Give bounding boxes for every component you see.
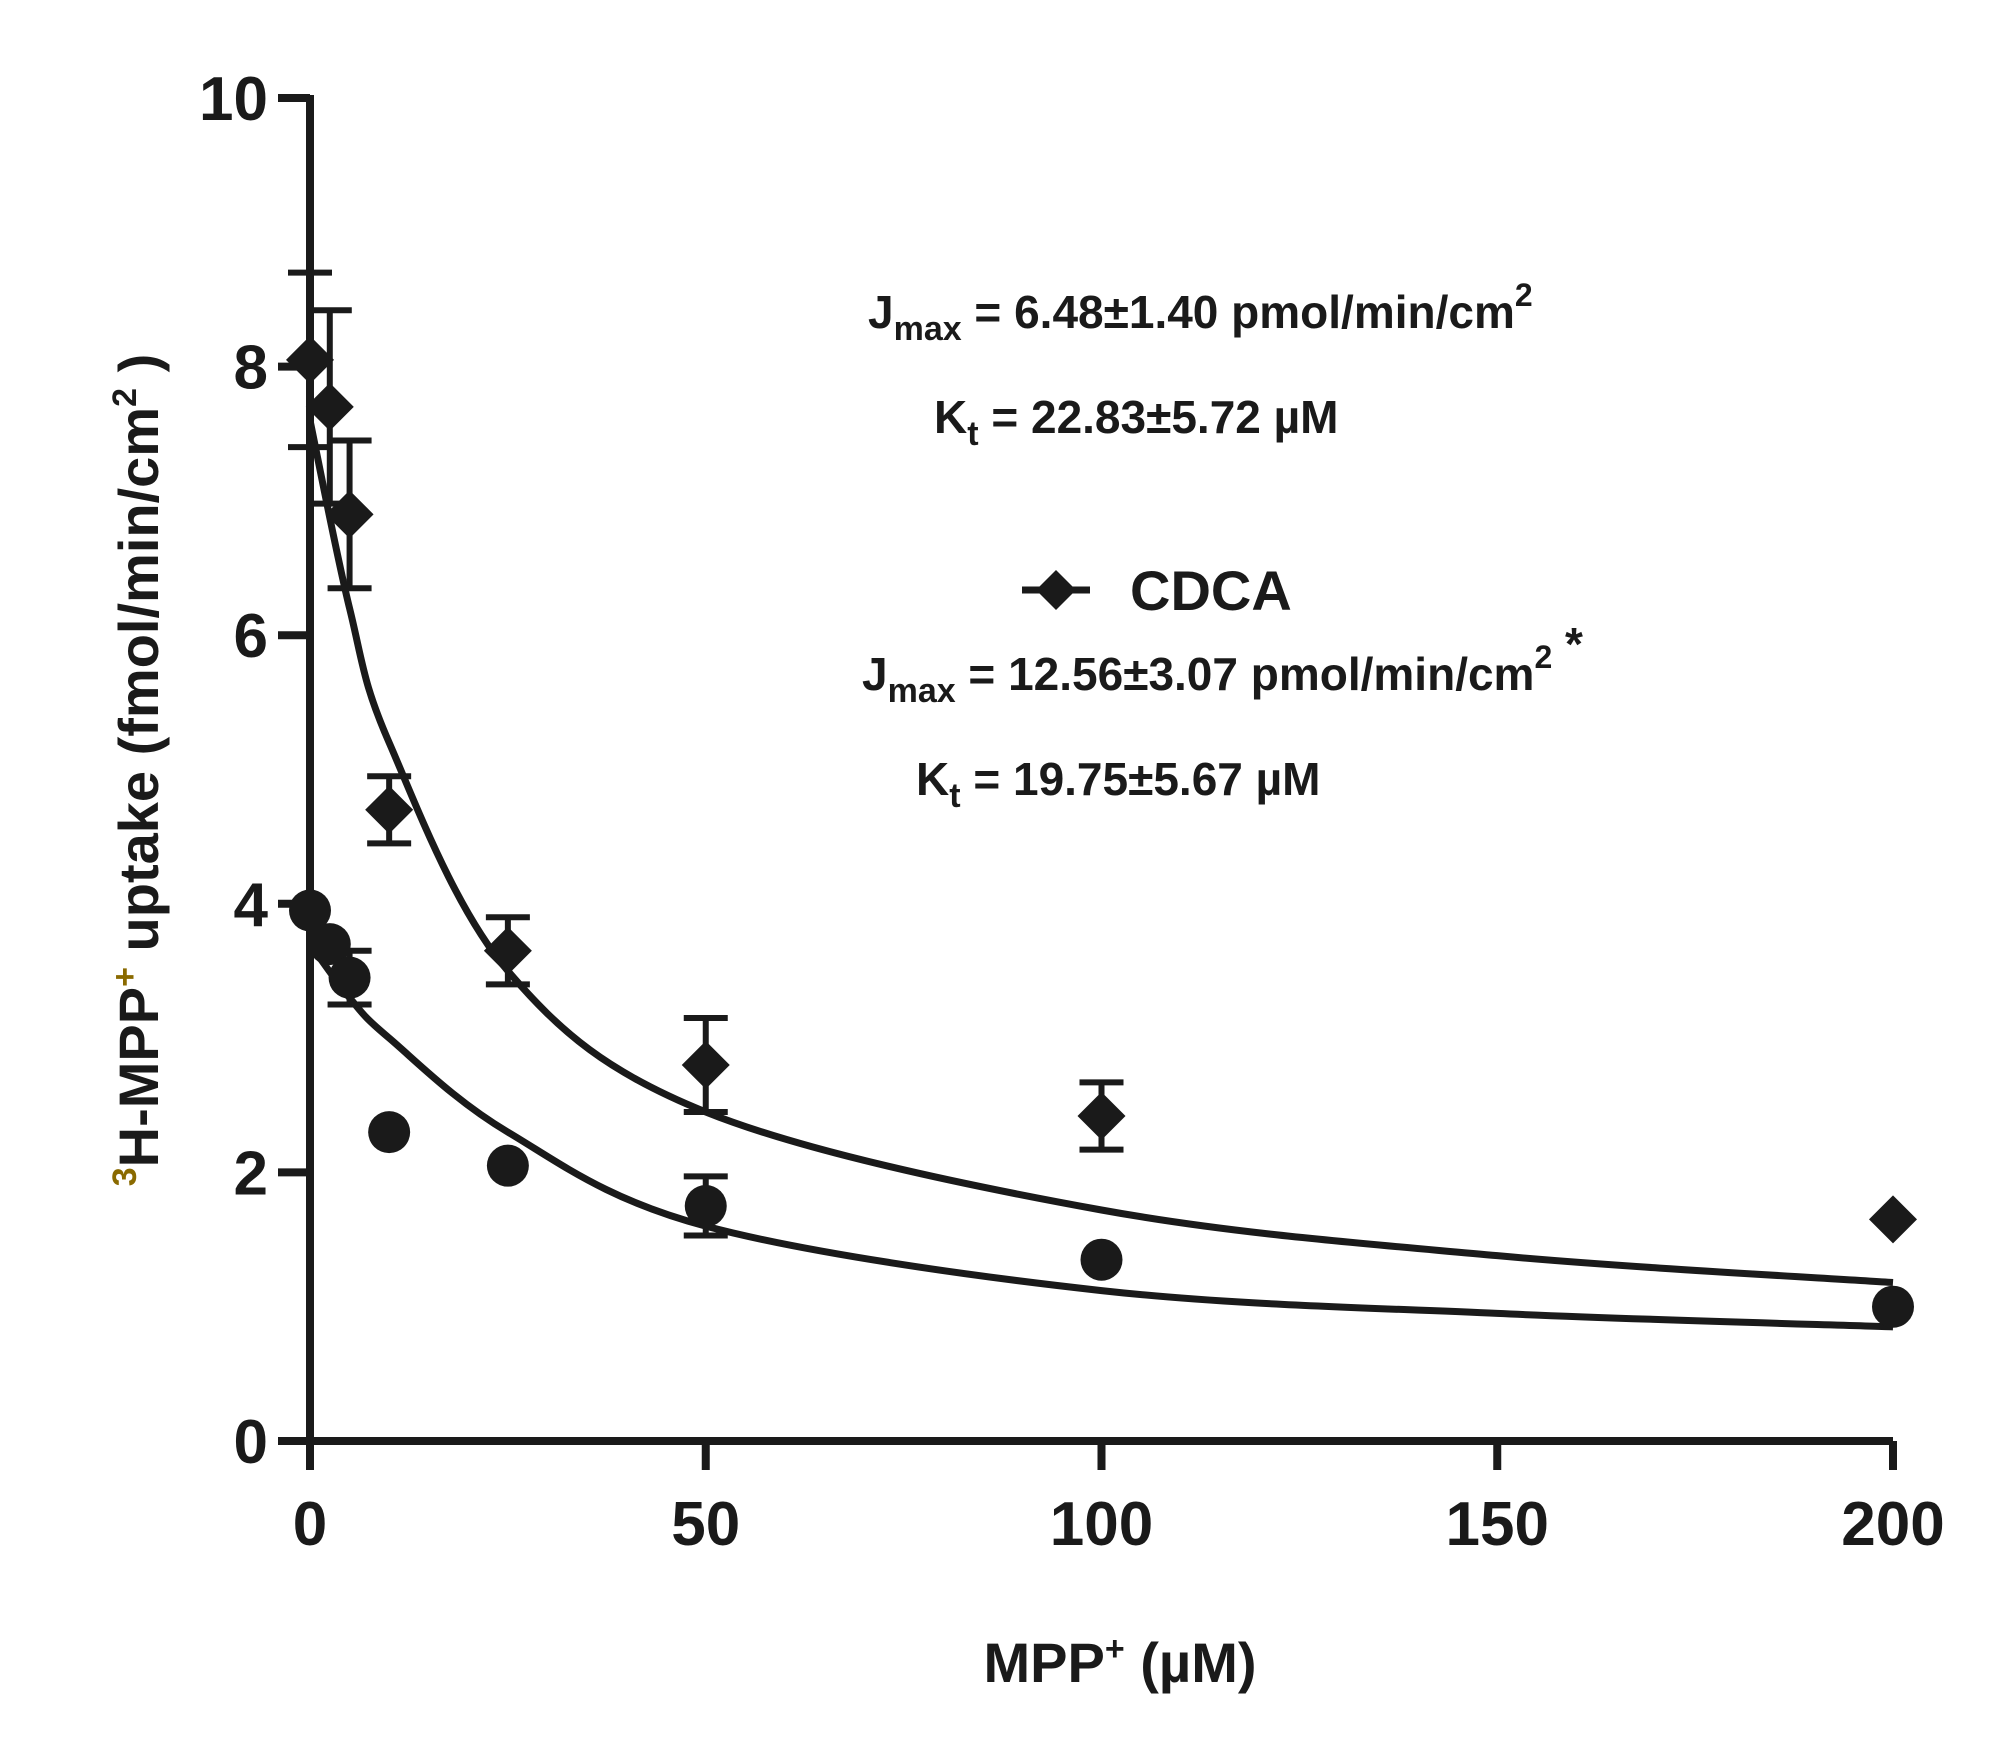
y-axis-label: 3H-MPP+ uptake (fmol/min/cm2 ) (106, 354, 170, 1186)
control-point (684, 1184, 727, 1227)
control-point (1080, 1238, 1123, 1281)
cdca-point (1077, 1091, 1126, 1140)
y-label-superscript-3: 3 (106, 1167, 144, 1186)
y-tick-label: 8 (234, 334, 268, 403)
y-tick-label: 2 (234, 1139, 268, 1208)
data-points (286, 335, 1917, 1328)
cdca-jmax-annotation: Jmax = 12.56±3.07 pmol/min/cm2 * (862, 618, 1583, 710)
control-point (486, 1144, 529, 1187)
cdca-kt-annotation: Kt = 19.75±5.67 µM (916, 753, 1320, 815)
y-tick-label: 10 (199, 65, 268, 134)
y-tick-label: 6 (234, 602, 268, 671)
cdca-point (305, 382, 354, 431)
control-fit-curve (307, 942, 1894, 1331)
x-tick-label: 150 (1446, 1490, 1549, 1559)
control-point (368, 1111, 411, 1154)
cdca-point (681, 1040, 730, 1089)
plot-area (286, 269, 1917, 1331)
control-point (1872, 1285, 1914, 1328)
cdca-point (325, 490, 374, 539)
control-point (308, 923, 351, 966)
y-tick-label: 4 (234, 871, 269, 940)
annotations: Jmax = 6.48±1.40 pmol/min/cm2 Kt = 22.83… (862, 277, 1583, 815)
legend-diamond-marker (1036, 570, 1076, 610)
cdca-point (365, 785, 414, 834)
x-tick-label: 100 (1050, 1490, 1153, 1559)
cdca-point (483, 926, 532, 975)
x-tick-label: 0 (293, 1490, 327, 1559)
control-point (328, 956, 371, 999)
fit-lines (306, 419, 1894, 1331)
cdca-point (1869, 1195, 1917, 1244)
y-ticks: 0 2 4 6 8 10 (199, 65, 310, 1477)
x-ticks: 0 50 100 150 200 (293, 1441, 1945, 1559)
x-axis: 0 50 100 150 200 (293, 1437, 1945, 1559)
x-tick-label: 200 (1841, 1490, 1944, 1559)
y-axis: 0 2 4 6 8 10 (199, 65, 314, 1477)
legend: CDCA (1022, 559, 1292, 622)
ctrl-kt-annotation: Kt = 22.83±5.72 µM (934, 391, 1338, 453)
x-axis-label: MPP+ (µM) (984, 1630, 1257, 1694)
x-tick-label: 50 (671, 1490, 740, 1559)
ctrl-jmax-annotation: Jmax = 6.48±1.40 pmol/min/cm2 (868, 277, 1533, 348)
legend-label-cdca: CDCA (1130, 559, 1292, 622)
y-tick-label: 0 (234, 1408, 268, 1477)
